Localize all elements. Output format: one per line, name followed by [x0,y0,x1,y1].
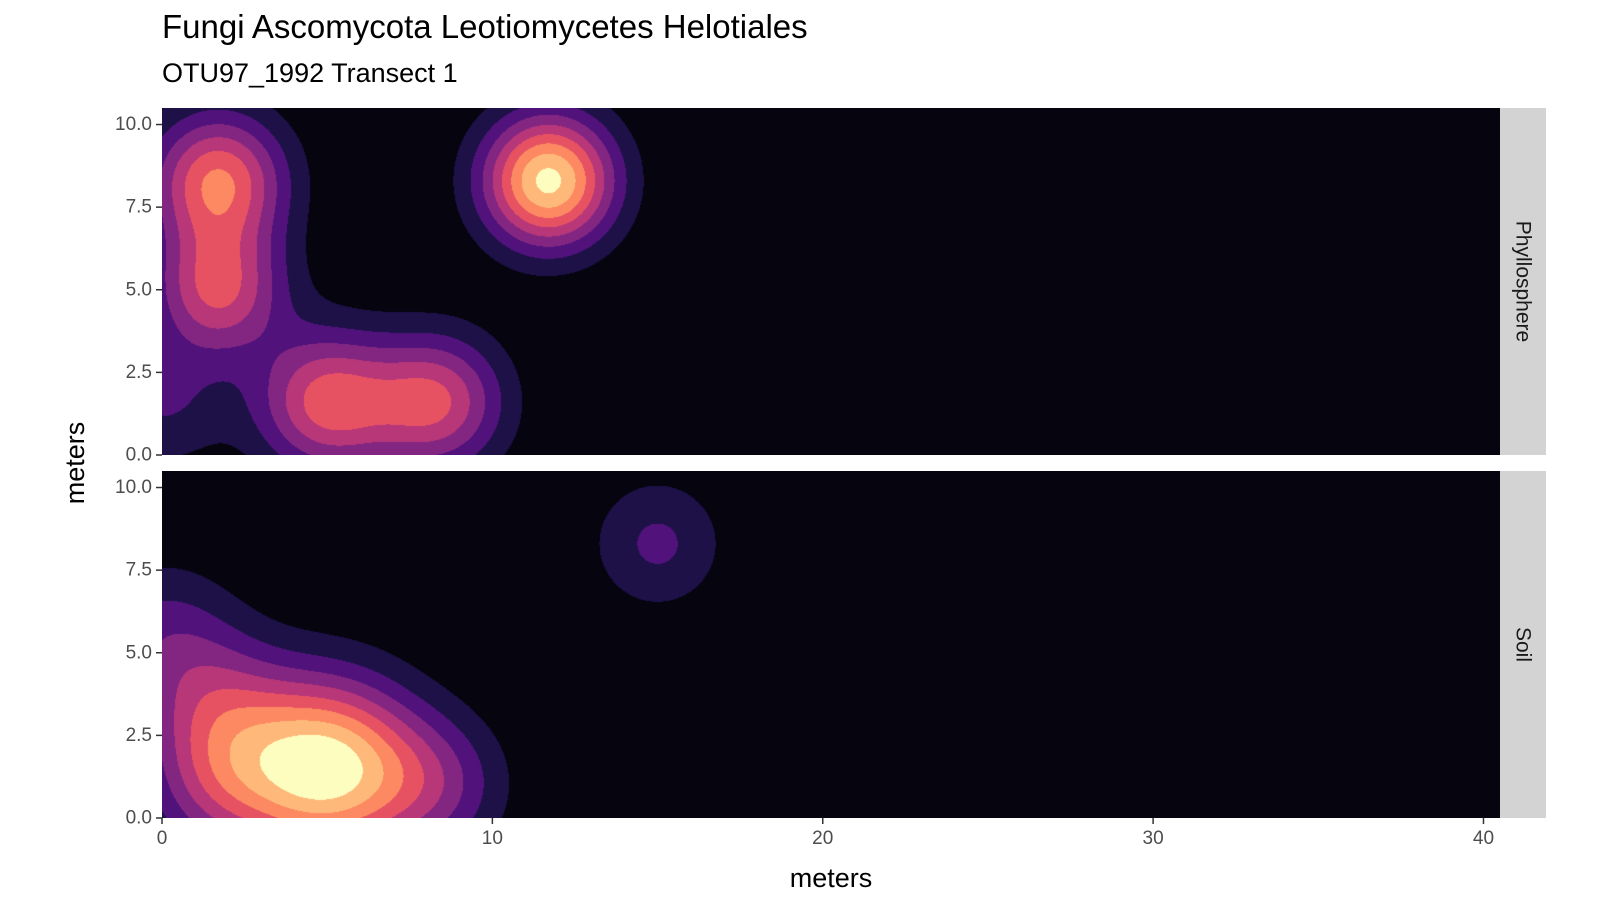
facet-label: Soil [1512,627,1535,662]
y-tick-label: 0.0 [126,808,152,829]
facet-strip [1500,471,1546,818]
facet-strip [1500,108,1546,455]
y-tick-label: 10.0 [115,477,152,498]
x-tick-label: 30 [1143,828,1164,849]
x-tick-label: 40 [1473,828,1494,849]
panel-soil: Soil [162,471,1546,818]
x-tick-label: 10 [482,828,503,849]
density-raster [162,471,1500,818]
y-tick-label: 5.0 [126,279,152,300]
y-tick-label: 7.5 [126,197,152,218]
y-axis-title: meters [60,422,90,505]
x-axis-title: meters [790,863,873,893]
y-tick-label: 10.0 [115,114,152,135]
chart-title: Fungi Ascomycota Leotiomycetes Helotiale… [162,8,808,45]
panels-layer: Phyllosphere Soil [162,108,1546,818]
panel-phyllosphere: Phyllosphere [162,108,1546,455]
y-tick-label: 2.5 [126,725,152,746]
facet-label: Phyllosphere [1512,221,1535,342]
x-tick-label: 20 [812,828,833,849]
y-tick-label: 5.0 [126,642,152,663]
y-tick-label: 0.0 [126,445,152,466]
density-raster [162,108,1500,455]
x-tick-label: 0 [157,828,168,849]
axes-layer: 0.0 2.5 5.0 7.5 10.0 0.0 2.5 5.0 7.5 10.0 0 10 20 30 4… [115,114,1494,849]
chart-subtitle: OTU97_1992 Transect 1 [162,58,458,88]
y-tick-label: 2.5 [126,362,152,383]
y-tick-label: 7.5 [126,560,152,581]
